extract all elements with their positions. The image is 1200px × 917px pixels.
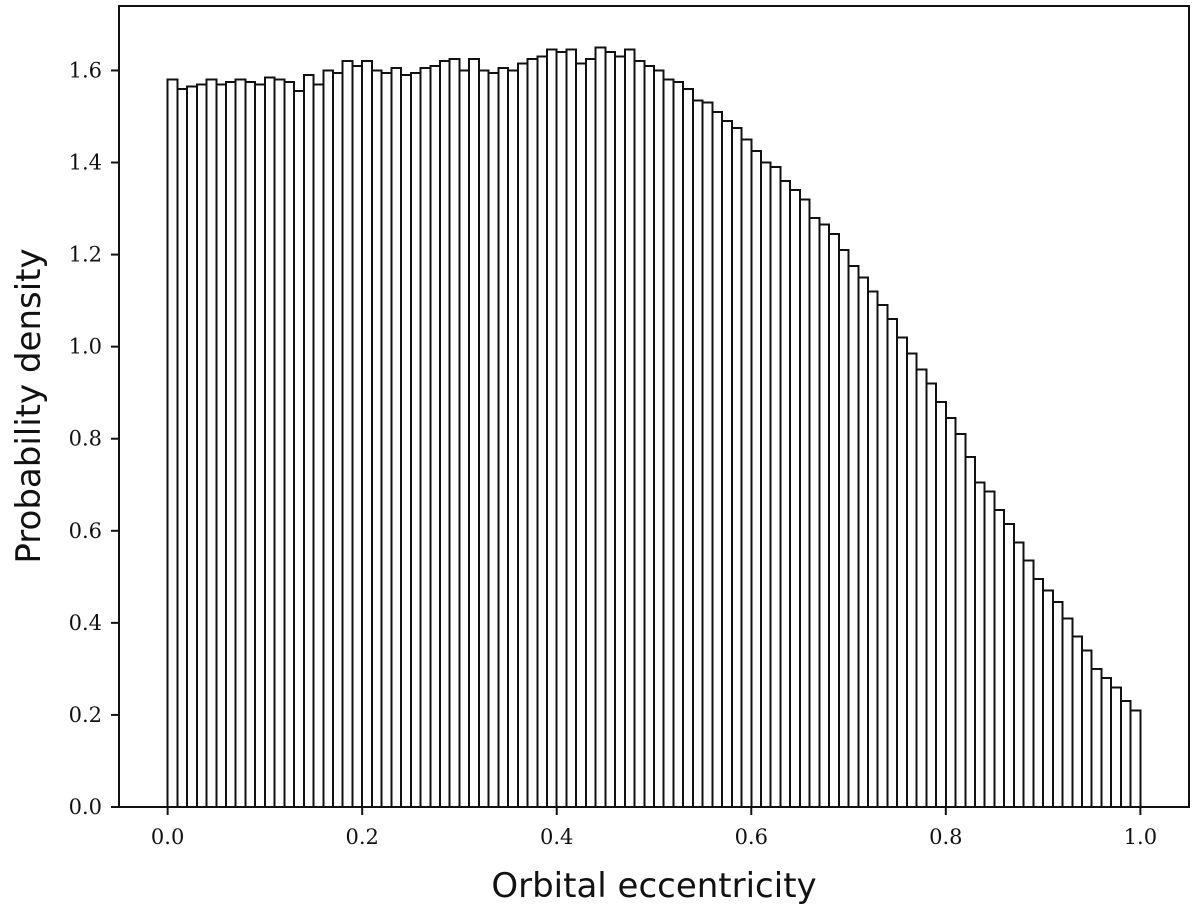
y-tick-label: 0.6	[69, 519, 102, 543]
x-tick-label: 1.0	[1124, 825, 1157, 849]
y-tick-label: 1.4	[69, 151, 102, 175]
y-tick-label: 0.0	[69, 795, 102, 819]
y-tick-label: 0.2	[69, 703, 102, 727]
y-tick-label: 1.2	[69, 243, 102, 267]
x-axis-title: Orbital eccentricity	[491, 866, 816, 906]
y-tick-label: 1.6	[69, 58, 102, 82]
x-axis-ticks: 0.0 0.2 0.4 0.6 0.8 1.0	[151, 807, 1157, 849]
x-tick-label: 0.4	[540, 825, 573, 849]
y-tick-label: 1.0	[69, 335, 102, 359]
y-axis-ticks: 0.0 0.2 0.4 0.6 0.8 1.0 1.2 1.4 1.6	[69, 58, 119, 819]
x-tick-label: 0.0	[151, 825, 184, 849]
y-tick-label: 0.4	[69, 611, 102, 635]
x-tick-label: 0.6	[735, 825, 768, 849]
x-tick-label: 0.2	[345, 825, 378, 849]
x-tick-label: 0.8	[929, 825, 962, 849]
y-tick-label: 0.8	[69, 427, 102, 451]
plot-frame	[118, 5, 1190, 808]
y-axis-title: Probability density	[9, 248, 49, 563]
